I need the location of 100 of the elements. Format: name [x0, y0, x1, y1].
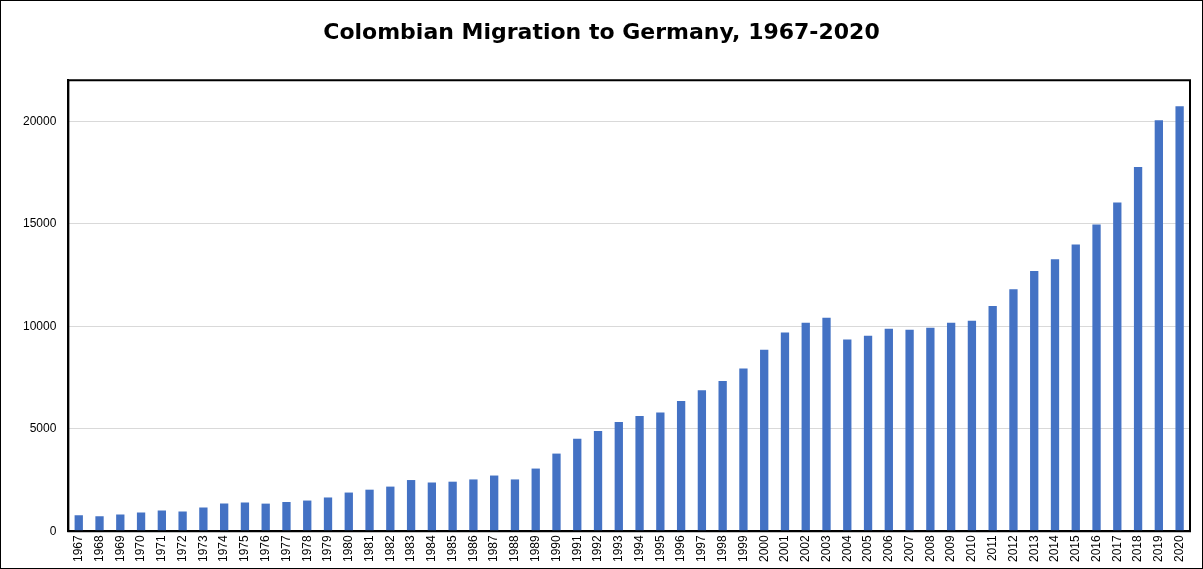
bar [531, 468, 540, 531]
bar [1071, 244, 1080, 531]
x-tick-label: 2016 [1088, 534, 1103, 563]
x-tick-label: 1979 [320, 534, 335, 563]
y-tick-label: 10000 [22, 318, 57, 333]
bar [427, 482, 437, 531]
x-tick-label: 2012 [1005, 534, 1020, 563]
bar [967, 320, 977, 531]
bar [261, 503, 270, 531]
x-tick-label: 2013 [1026, 534, 1041, 563]
x-tick-label: 1971 [154, 534, 169, 563]
bar [718, 381, 727, 531]
x-tick-label: 2004 [839, 534, 854, 563]
x-tick-label: 1989 [528, 534, 543, 563]
bar [365, 489, 374, 531]
bar [822, 317, 831, 531]
bar [760, 349, 769, 531]
bar [344, 492, 353, 531]
bar [406, 480, 416, 531]
bar [95, 516, 104, 531]
bar [1175, 106, 1184, 531]
bar [323, 497, 333, 531]
x-tick-label: 2002 [798, 534, 813, 563]
x-tick-label: 2000 [756, 534, 771, 563]
x-tick-label: 2001 [777, 534, 792, 563]
bar [282, 501, 291, 531]
bar [614, 422, 623, 531]
bar [635, 416, 644, 531]
y-tick-label: 20000 [22, 113, 57, 128]
x-tick-label: 1969 [112, 534, 127, 563]
x-tick-label: 1980 [341, 534, 356, 563]
bar [905, 329, 914, 531]
x-tick-label: 1990 [548, 534, 563, 563]
bar [1030, 271, 1039, 531]
bar [303, 500, 312, 531]
bar [136, 512, 146, 531]
bar [1050, 259, 1060, 531]
bar [240, 502, 250, 531]
x-tick-label: 1986 [465, 534, 480, 563]
x-tick-label: 1982 [382, 534, 397, 563]
x-tick-label: 1981 [361, 534, 376, 563]
bar [116, 514, 125, 531]
x-tick-label: 2015 [1068, 534, 1083, 563]
x-tick-label: 1985 [444, 534, 459, 563]
x-tick-label: 2005 [860, 534, 875, 563]
bar [988, 305, 997, 531]
bar [1009, 289, 1018, 531]
x-tick-label: 1978 [299, 534, 314, 563]
x-tick-label: 1977 [278, 534, 293, 563]
bar [1133, 166, 1143, 531]
bar [573, 438, 582, 531]
x-tick-label: 2009 [943, 534, 958, 563]
bar [946, 322, 956, 531]
bar [884, 328, 893, 531]
bar [697, 390, 707, 531]
x-tick-label: 1968 [91, 534, 106, 563]
x-tick-label: 1970 [133, 534, 148, 563]
bar [220, 503, 229, 531]
x-tick-label: 2017 [1109, 534, 1124, 563]
bar [863, 335, 873, 531]
bar [386, 486, 395, 531]
x-tick-label: 1992 [590, 534, 605, 563]
x-tick-label: 2018 [1130, 534, 1145, 563]
x-tick-label: 1996 [673, 534, 688, 563]
x-tick-label: 2014 [1047, 534, 1062, 563]
bar [780, 332, 790, 531]
bar [552, 453, 561, 531]
x-tick-label: 1984 [424, 534, 439, 563]
x-tick-label: 1994 [631, 534, 646, 563]
x-tick-label: 1967 [71, 534, 86, 563]
bar [510, 479, 520, 531]
x-tick-label: 2011 [984, 534, 999, 562]
x-tick-label: 2003 [818, 534, 833, 563]
x-tick-label: 1997 [694, 534, 709, 563]
x-tick-label: 1987 [486, 534, 501, 563]
x-tick-label: 2006 [881, 534, 896, 563]
bar [656, 412, 665, 531]
x-tick-label: 1973 [195, 534, 210, 563]
y-tick-label: 0 [49, 523, 57, 538]
bar [157, 510, 166, 531]
bar [199, 507, 208, 531]
x-tick-label: 1999 [735, 534, 750, 563]
bar [1113, 202, 1122, 531]
bar [593, 431, 603, 531]
bar [843, 339, 852, 531]
x-tick-label: 2020 [1171, 534, 1186, 563]
bar [739, 368, 748, 531]
y-tick-label: 15000 [22, 216, 57, 231]
x-tick-label: 1974 [216, 534, 231, 563]
bar [490, 475, 499, 531]
x-tick-label: 2019 [1151, 534, 1166, 563]
x-tick-label: 2008 [922, 534, 937, 563]
bar [926, 327, 935, 531]
x-tick-label: 1976 [258, 534, 273, 563]
x-tick-label: 2007 [901, 534, 916, 563]
x-tick-label: 1988 [507, 534, 522, 563]
bar [178, 511, 187, 531]
x-tick-label: 1998 [714, 534, 729, 563]
chart-title: Colombian Migration to Germany, 1967-2020 [322, 19, 881, 44]
x-tick-label: 1995 [652, 534, 667, 563]
